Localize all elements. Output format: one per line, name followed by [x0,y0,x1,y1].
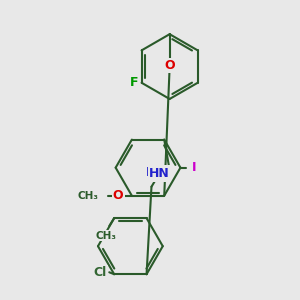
Text: O: O [113,189,123,202]
Text: CH₃: CH₃ [96,231,117,241]
Text: HN: HN [149,167,170,181]
Text: I: I [192,161,196,174]
Text: F: F [130,76,138,89]
Text: O: O [164,59,175,72]
Text: H: H [158,167,168,179]
Text: CH₃: CH₃ [77,191,98,201]
Text: Cl: Cl [94,266,107,279]
Text: N: N [146,167,156,179]
